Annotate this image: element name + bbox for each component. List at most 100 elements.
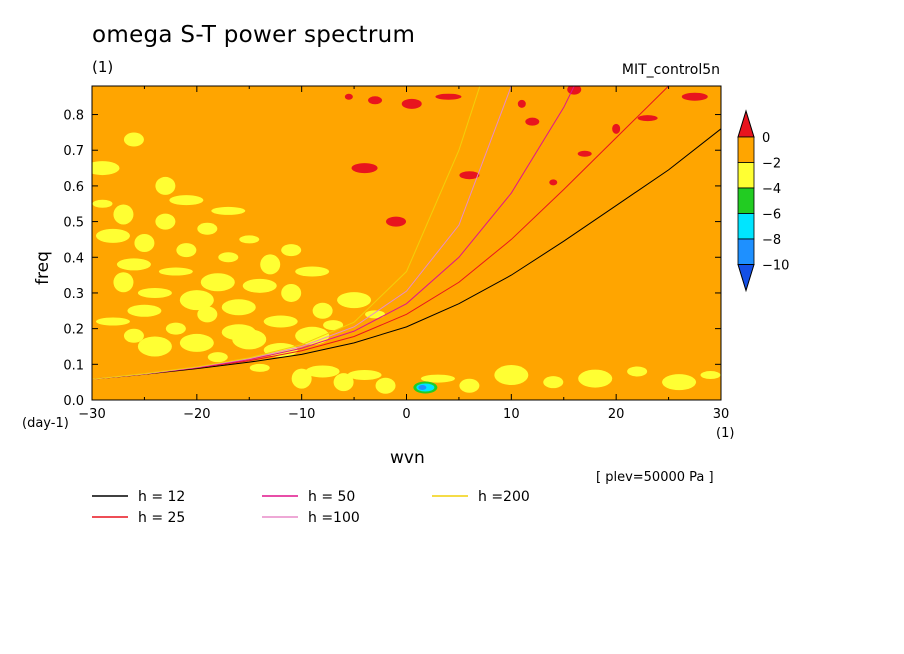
- yellow-patch: [197, 222, 218, 235]
- legend-label: h =200: [478, 489, 530, 505]
- x-tick-label: −10: [288, 407, 315, 422]
- red-patch: [459, 171, 480, 180]
- red-patch: [525, 117, 540, 126]
- red-patch: [351, 163, 378, 174]
- yellow-patch: [281, 283, 302, 302]
- yellow-patch: [179, 333, 214, 352]
- yellow-patch: [305, 365, 340, 378]
- red-patch: [435, 93, 462, 100]
- yellow-patch: [700, 371, 721, 380]
- yellow-patch: [169, 195, 204, 206]
- yellow-patch: [137, 336, 172, 357]
- chart-subtitle: (1): [92, 58, 114, 76]
- red-patch: [612, 123, 621, 134]
- legend-label: h = 25: [138, 510, 185, 526]
- y-tick-label: 0.8: [63, 109, 84, 124]
- curve-h-200: [92, 86, 481, 380]
- yellow-patch: [333, 373, 354, 392]
- red-patch: [368, 96, 383, 105]
- yellow-patch: [218, 252, 239, 263]
- yellow-patch: [239, 235, 260, 244]
- y-axis-unit: (day-1): [22, 416, 69, 431]
- yellow-patch: [295, 326, 330, 345]
- yellow-patch: [323, 320, 344, 331]
- red-patch: [681, 92, 708, 101]
- yellow-patch: [95, 228, 130, 243]
- red-patch: [549, 179, 558, 186]
- yellow-patch: [92, 199, 113, 208]
- yellow-patch: [158, 267, 193, 276]
- heatmap-field: [92, 86, 721, 400]
- yellow-patch: [337, 292, 372, 309]
- yellow-patch: [176, 243, 197, 258]
- yellow-patch: [155, 213, 176, 230]
- legend-label: h = 50: [308, 489, 355, 505]
- y-tick-label: 0.7: [63, 144, 84, 159]
- yellow-patch: [263, 315, 298, 328]
- yellow-patch: [211, 206, 246, 215]
- yellow-patch: [291, 368, 312, 389]
- yellow-patch: [123, 328, 144, 343]
- y-tick-label: 0.5: [63, 216, 84, 231]
- y-tick-label: 0.6: [63, 180, 84, 195]
- x-tick-label: 10: [503, 407, 520, 422]
- yellow-patch: [662, 374, 697, 391]
- red-patch: [517, 99, 526, 108]
- x-tick-label: 30: [713, 407, 730, 422]
- legend-label: h =100: [308, 510, 360, 526]
- colorbar-box: [737, 238, 755, 265]
- yellow-patch: [207, 352, 228, 363]
- colorbar-min-arrow: [737, 264, 755, 293]
- run-name-label: MIT_control5n: [621, 62, 720, 78]
- blue-patch: [418, 385, 427, 391]
- yellow-patch: [95, 317, 130, 326]
- red-patch: [344, 93, 353, 100]
- curve-h-12: [92, 128, 721, 380]
- yellow-patch: [375, 377, 396, 394]
- yellow-patch: [347, 370, 382, 381]
- yellow-patch: [127, 304, 162, 317]
- y-tick-label: 0.3: [63, 287, 84, 302]
- yellow-patch: [295, 266, 330, 277]
- yellow-patch: [281, 244, 302, 257]
- y-tick-label: 0.2: [63, 323, 84, 338]
- yellow-patch: [627, 366, 648, 377]
- colorbar-box: [737, 136, 755, 163]
- yellow-patch: [260, 254, 281, 275]
- x-tick-label: −20: [183, 407, 210, 422]
- x-axis-unit: (1): [716, 426, 735, 441]
- x-tick-label: 0: [402, 407, 410, 422]
- yellow-patch: [242, 278, 277, 293]
- yellow-patch: [113, 204, 134, 225]
- colorbar-label: 0: [762, 131, 770, 146]
- yellow-patch: [165, 322, 186, 335]
- colorbar-label: −6: [762, 208, 781, 223]
- yellow-patch: [113, 272, 134, 293]
- yellow-patch: [116, 258, 151, 271]
- colorbar-label: −4: [762, 182, 781, 197]
- field-background: [92, 86, 721, 400]
- yellow-patch: [134, 234, 155, 252]
- yellow-patch: [123, 132, 144, 147]
- x-tick-label: 20: [608, 407, 625, 422]
- colorbar-box: [737, 162, 755, 189]
- yellow-patch: [420, 374, 455, 383]
- legend: h = 12 h = 25 h = 50 h =100 h =200: [92, 489, 530, 526]
- x-axis-label: wvn: [390, 448, 425, 468]
- yellow-patch: [155, 176, 176, 195]
- red-patch: [401, 98, 422, 109]
- yellow-patch: [92, 161, 120, 176]
- x-tick-label: −30: [78, 407, 105, 422]
- colorbar-label: −10: [762, 259, 789, 274]
- red-patch: [637, 115, 658, 122]
- yellow-patch: [197, 306, 218, 323]
- pressure-level-note: [ plev=50000 Pa ]: [596, 470, 714, 485]
- legend-label: h = 12: [138, 489, 185, 505]
- red-patch: [386, 216, 407, 227]
- colorbar-label: −2: [762, 157, 781, 172]
- colorbar-box: [737, 213, 755, 240]
- yellow-patch: [459, 378, 480, 393]
- yellow-patch: [200, 273, 235, 292]
- yellow-patch: [179, 290, 214, 311]
